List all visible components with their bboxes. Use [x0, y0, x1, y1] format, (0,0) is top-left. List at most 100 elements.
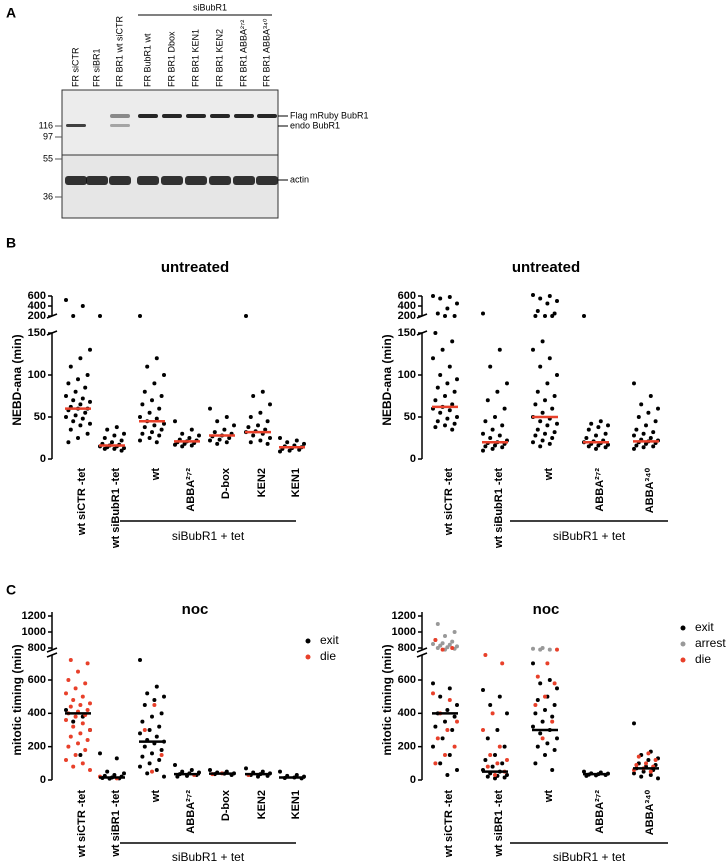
data-point	[485, 736, 490, 741]
data-point	[545, 661, 550, 666]
data-point	[452, 421, 457, 426]
data-point	[606, 442, 610, 447]
x-tick-label: D-box	[220, 467, 232, 499]
data-point	[543, 708, 547, 712]
data-point	[152, 423, 157, 428]
data-point	[495, 389, 500, 394]
data-point	[102, 436, 107, 440]
data-point	[500, 761, 505, 766]
data-point	[547, 356, 552, 361]
y-tick-label: 600	[28, 674, 46, 686]
data-point	[450, 427, 455, 432]
y-tick-label: 400	[398, 707, 416, 719]
y-tick-label: 200	[28, 741, 46, 753]
x-tick-label: wt siCTR -tet	[76, 790, 88, 859]
band	[138, 114, 158, 118]
data-point	[648, 394, 653, 398]
data-point	[531, 661, 535, 666]
data-point	[490, 764, 495, 769]
lane-label: FR BR1 wt siCTR	[114, 15, 124, 87]
data-point	[497, 433, 502, 438]
data-point	[438, 410, 443, 415]
data-point	[112, 773, 117, 777]
data-point	[222, 427, 227, 432]
data-point	[71, 724, 76, 729]
data-point	[505, 773, 509, 777]
panel-label: C	[6, 582, 16, 598]
y-tick-label: 1000	[22, 626, 46, 638]
data-point	[540, 410, 545, 415]
data-point	[535, 744, 540, 749]
axis-break	[416, 652, 428, 658]
y-tick-label: 0	[40, 774, 46, 786]
data-point	[142, 744, 147, 749]
data-point	[632, 721, 636, 726]
data-point	[208, 768, 212, 772]
data-point	[493, 776, 497, 781]
data-point	[265, 419, 270, 424]
data-point	[455, 301, 459, 306]
data-point	[493, 415, 497, 419]
data-point	[433, 724, 438, 729]
band	[185, 176, 207, 185]
data-point	[85, 708, 90, 712]
x-tick-label: wt siBR1 -tet	[493, 790, 505, 858]
chart-title: untreated	[161, 259, 229, 276]
data-point	[545, 423, 550, 428]
group-label: siBubR1 + tet	[553, 850, 626, 864]
data-point	[533, 402, 538, 407]
x-tick-label: KEN1	[290, 790, 302, 819]
group-label: siBubR1 + tet	[172, 850, 245, 864]
data-point	[71, 314, 76, 318]
data-point	[648, 769, 653, 774]
data-point	[644, 441, 648, 446]
data-point	[78, 731, 83, 736]
data-point	[287, 448, 292, 453]
lane-label: FR siBR1	[91, 48, 101, 87]
legend-marker	[680, 625, 686, 631]
x-tick-label: ABBA²⁷²	[594, 790, 606, 834]
data-point	[644, 761, 648, 766]
data-point	[138, 731, 142, 736]
data-point	[105, 427, 110, 432]
data-point	[535, 427, 540, 432]
y-axis-label: mitotic timing (min)	[10, 644, 24, 755]
data-point	[435, 736, 440, 741]
data-point	[98, 751, 102, 756]
data-point	[83, 748, 88, 752]
data-point	[435, 419, 440, 424]
band	[162, 114, 182, 118]
data-point	[505, 758, 509, 762]
x-tick-label: ABBA²⁷²	[185, 468, 197, 512]
data-point	[258, 410, 263, 415]
data-point	[636, 415, 641, 419]
data-point	[182, 441, 187, 446]
data-point	[431, 744, 435, 749]
x-tick-label: wt	[543, 468, 555, 482]
data-point	[634, 443, 639, 448]
band	[256, 176, 278, 185]
data-point	[152, 381, 157, 386]
data-point	[485, 774, 490, 779]
data-point	[450, 646, 455, 650]
data-point	[76, 436, 80, 440]
data-point	[66, 678, 71, 682]
data-point	[268, 402, 272, 407]
y-tick-label: 800	[398, 642, 416, 654]
data-point	[500, 445, 505, 450]
data-point	[648, 773, 653, 777]
data-point	[227, 436, 232, 440]
data-point	[73, 686, 78, 691]
data-point	[596, 443, 601, 448]
data-point	[455, 719, 459, 724]
data-point	[435, 311, 440, 316]
data-point	[488, 753, 493, 757]
data-point	[552, 311, 557, 316]
y-tick-label: 400	[28, 707, 46, 719]
y-tick-label: 400	[28, 300, 46, 312]
data-point	[531, 646, 535, 651]
data-point	[535, 389, 540, 394]
data-point	[68, 734, 73, 739]
data-point	[173, 442, 177, 447]
legend-label: exit	[695, 620, 714, 634]
